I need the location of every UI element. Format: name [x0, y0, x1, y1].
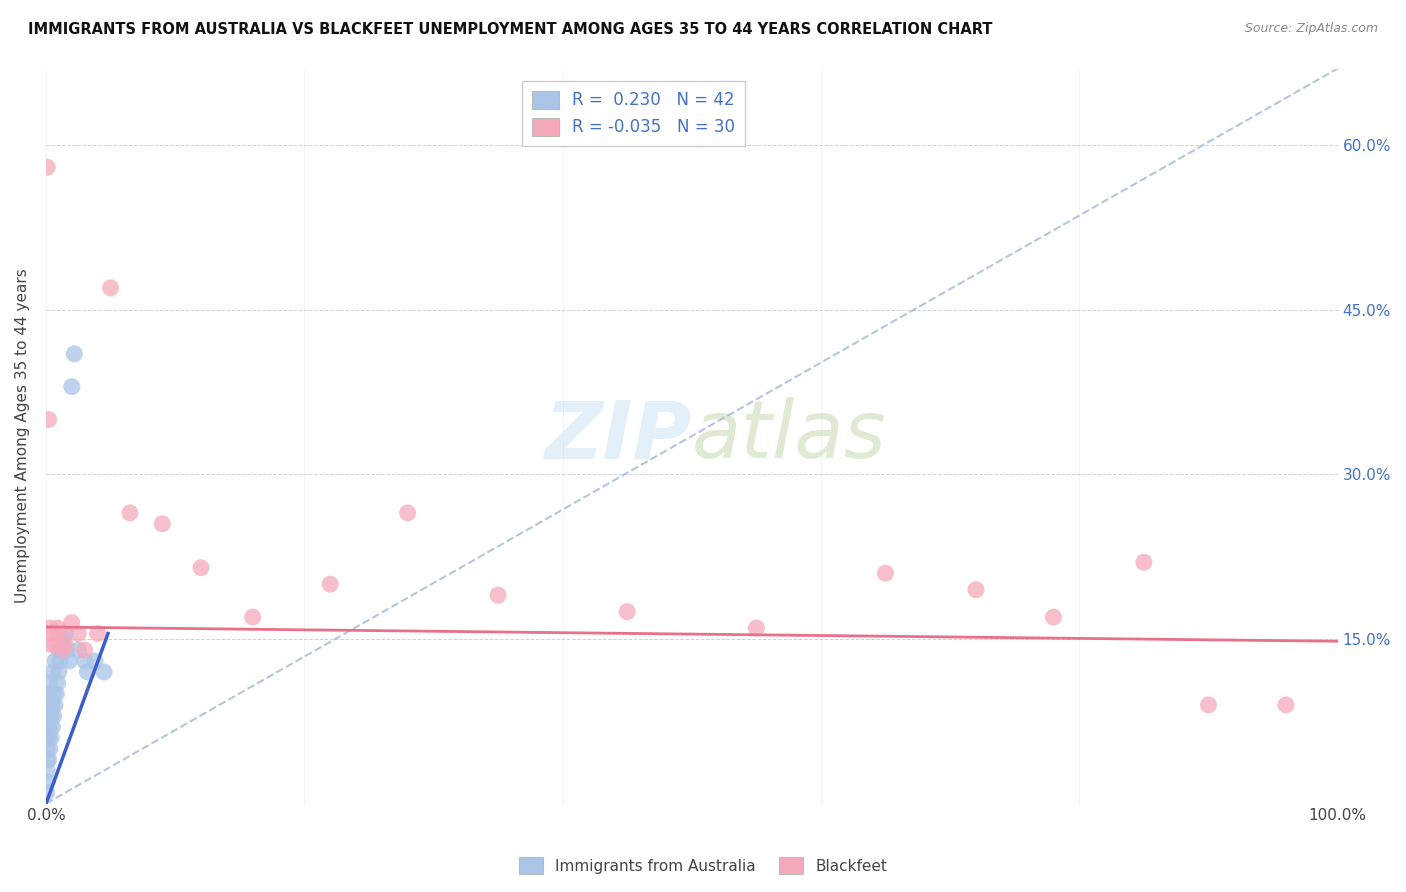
Point	[37, 774, 59, 789]
Point	[52, 638, 75, 652]
Point	[150, 516, 173, 531]
Point	[86, 626, 108, 640]
Point	[60, 380, 83, 394]
Point	[55, 643, 77, 657]
Point	[41, 665, 63, 679]
Point	[44, 638, 66, 652]
Point	[38, 741, 60, 756]
Point	[44, 654, 66, 668]
Point	[58, 654, 80, 668]
Point	[46, 676, 69, 690]
Point	[37, 764, 59, 778]
Text: Source: ZipAtlas.com: Source: ZipAtlas.com	[1244, 22, 1378, 36]
Point	[38, 753, 60, 767]
Point	[35, 786, 58, 800]
Point	[42, 709, 65, 723]
Point	[1198, 698, 1220, 712]
Point	[486, 588, 509, 602]
Point	[37, 731, 59, 745]
Point	[67, 643, 90, 657]
Point	[53, 632, 76, 646]
Point	[45, 687, 67, 701]
Point	[100, 281, 122, 295]
Point	[52, 643, 75, 657]
Point	[745, 621, 768, 635]
Text: atlas: atlas	[692, 397, 887, 475]
Y-axis label: Unemployment Among Ages 35 to 44 years: Unemployment Among Ages 35 to 44 years	[15, 268, 30, 604]
Point	[37, 741, 59, 756]
Point	[38, 621, 60, 635]
Point	[965, 582, 987, 597]
Point	[44, 698, 66, 712]
Point	[41, 626, 63, 640]
Point	[53, 626, 76, 640]
Point	[38, 412, 60, 426]
Point	[37, 720, 59, 734]
Point	[39, 638, 62, 652]
Point	[38, 731, 60, 745]
Point	[41, 698, 63, 712]
Point	[63, 347, 86, 361]
Point	[319, 577, 342, 591]
Point	[51, 643, 73, 657]
Point	[53, 638, 76, 652]
Text: ZIP: ZIP	[544, 397, 692, 475]
Point	[875, 566, 897, 581]
Point	[242, 610, 264, 624]
Point	[73, 643, 96, 657]
Point	[39, 709, 62, 723]
Point	[49, 626, 72, 640]
Point	[73, 654, 96, 668]
Point	[46, 621, 69, 635]
Point	[396, 506, 419, 520]
Legend: R =  0.230   N = 42, R = -0.035   N = 30: R = 0.230 N = 42, R = -0.035 N = 30	[522, 80, 745, 146]
Point	[616, 605, 638, 619]
Point	[60, 615, 83, 630]
Point	[48, 665, 70, 679]
Point	[39, 731, 62, 745]
Text: IMMIGRANTS FROM AUSTRALIA VS BLACKFEET UNEMPLOYMENT AMONG AGES 35 TO 44 YEARS CO: IMMIGRANTS FROM AUSTRALIA VS BLACKFEET U…	[28, 22, 993, 37]
Point	[48, 643, 70, 657]
Point	[38, 720, 60, 734]
Point	[42, 687, 65, 701]
Point	[93, 665, 115, 679]
Point	[38, 676, 60, 690]
Point	[118, 506, 141, 520]
Legend: Immigrants from Australia, Blackfeet: Immigrants from Australia, Blackfeet	[513, 851, 893, 880]
Point	[38, 687, 60, 701]
Point	[84, 654, 107, 668]
Point	[38, 709, 60, 723]
Point	[49, 654, 72, 668]
Point	[1275, 698, 1298, 712]
Point	[41, 720, 63, 734]
Point	[37, 161, 59, 175]
Point	[76, 665, 98, 679]
Point	[67, 626, 90, 640]
Point	[37, 753, 59, 767]
Point	[38, 698, 60, 712]
Point	[1133, 555, 1156, 569]
Point	[190, 560, 212, 574]
Point	[1042, 610, 1064, 624]
